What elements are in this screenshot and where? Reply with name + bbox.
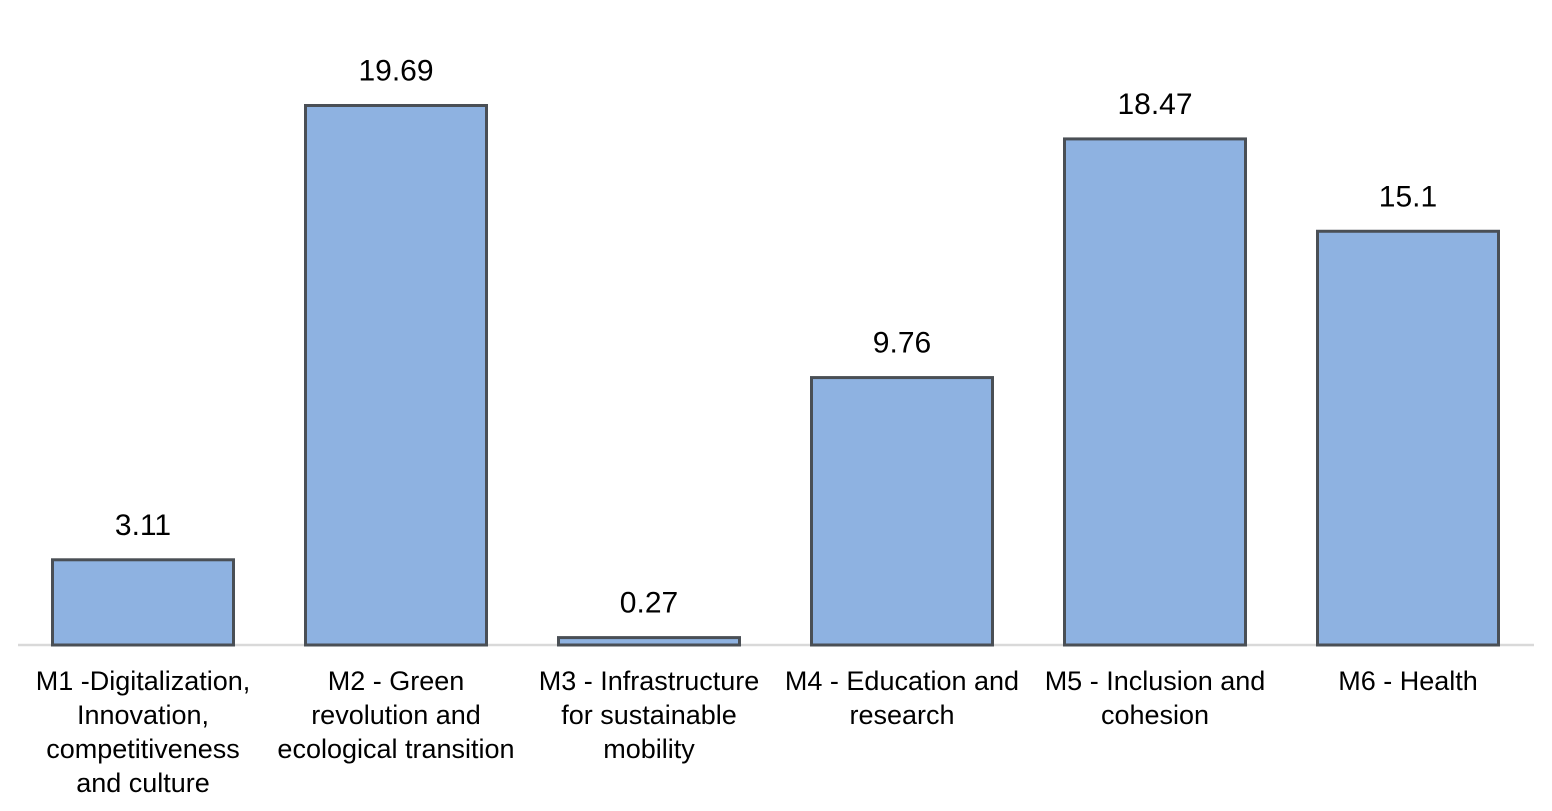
x-tick-label-1: M1 -Digitalization, Innovation, competitiv… xyxy=(36,666,251,798)
bar-4 xyxy=(810,376,994,647)
x-tick-label-line: M4 - Education and xyxy=(785,666,1019,696)
x-tick-labels-group: M1 -Digitalization, Innovation, competitiv… xyxy=(36,666,1478,798)
x-tick-label-line: revolution and xyxy=(311,700,481,730)
x-tick-label-line: M2 - Green xyxy=(328,666,465,696)
x-tick-label-line: and culture xyxy=(76,768,210,798)
data-label-1: 3.11 xyxy=(115,509,171,542)
data-labels-group: 3.11 19.69 0.27 9.76 18.47 15.1 xyxy=(115,54,1437,619)
x-tick-label-line: cohesion xyxy=(1101,700,1209,730)
x-tick-label-4: M4 - Education and research xyxy=(785,666,1019,730)
x-tick-label-2: M2 - Green revolution and ecological trans… xyxy=(277,666,514,764)
bar-3 xyxy=(557,636,741,647)
x-tick-label-line: research xyxy=(849,700,954,730)
bar-5 xyxy=(1063,137,1247,647)
bar-6 xyxy=(1316,229,1500,647)
x-tick-label-line: for sustainable xyxy=(561,700,737,730)
x-tick-label-line: M3 - Infrastructure xyxy=(539,666,760,696)
x-tick-label-line: ecological transition xyxy=(277,734,514,764)
x-tick-label-3: M3 - Infrastructure for sustainable mobili… xyxy=(539,666,760,764)
bar-1 xyxy=(51,558,235,647)
bar-2 xyxy=(304,103,488,647)
x-tick-label-line: mobility xyxy=(603,734,695,764)
x-tick-label-6: M6 - Health xyxy=(1338,666,1478,696)
bars-group xyxy=(51,103,1500,647)
x-tick-label-line: M1 -Digitalization, xyxy=(36,666,251,696)
data-label-5: 18.47 xyxy=(1117,88,1192,121)
x-tick-label-line: M6 - Health xyxy=(1338,666,1478,696)
x-tick-label-line: Innovation, xyxy=(77,700,209,730)
x-tick-label-line: competitiveness xyxy=(46,734,240,764)
x-tick-label-5: M5 - Inclusion and cohesion xyxy=(1045,666,1266,730)
data-label-4: 9.76 xyxy=(873,327,931,360)
data-label-3: 0.27 xyxy=(620,587,678,620)
data-label-2: 19.69 xyxy=(358,54,433,87)
data-label-6: 15.1 xyxy=(1379,180,1437,213)
x-tick-label-line: M5 - Inclusion and xyxy=(1045,666,1266,696)
